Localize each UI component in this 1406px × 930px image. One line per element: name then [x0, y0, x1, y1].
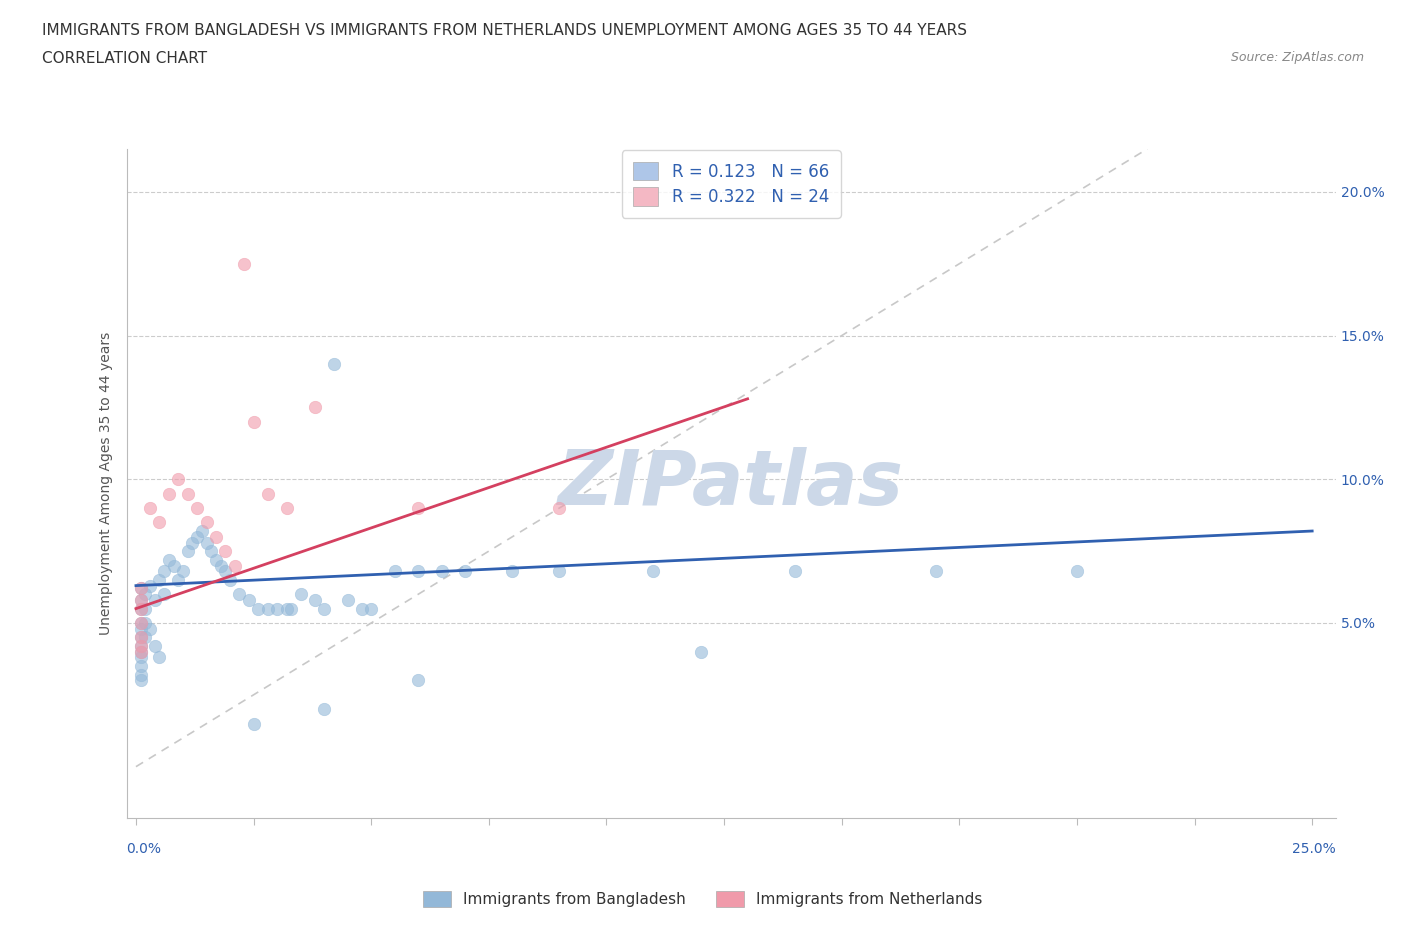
Point	[143, 639, 166, 654]
Point	[242, 716, 264, 731]
Text: Source: ZipAtlas.com: Source: ZipAtlas.com	[1230, 51, 1364, 64]
Point	[350, 601, 373, 616]
Point	[129, 616, 152, 631]
Point	[129, 601, 152, 616]
Point	[186, 500, 208, 515]
Point	[172, 564, 194, 578]
Point	[290, 587, 312, 602]
Point	[129, 630, 152, 644]
Point	[153, 587, 176, 602]
Point	[406, 500, 429, 515]
Point	[276, 500, 298, 515]
Point	[129, 639, 152, 654]
Point	[129, 592, 152, 607]
Point	[276, 601, 298, 616]
Point	[360, 601, 382, 616]
Point	[1066, 564, 1088, 578]
Point	[134, 630, 156, 644]
Point	[406, 673, 429, 688]
Point	[214, 544, 236, 559]
Point	[139, 578, 162, 593]
Point	[256, 601, 278, 616]
Text: ZIPatlas: ZIPatlas	[558, 446, 904, 521]
Point	[129, 616, 152, 631]
Point	[238, 592, 260, 607]
Point	[205, 529, 228, 544]
Point	[925, 564, 948, 578]
Point	[129, 667, 152, 682]
Point	[129, 650, 152, 665]
Point	[280, 601, 302, 616]
Point	[134, 616, 156, 631]
Text: 25.0%: 25.0%	[1292, 842, 1336, 856]
Text: IMMIGRANTS FROM BANGLADESH VS IMMIGRANTS FROM NETHERLANDS UNEMPLOYMENT AMONG AGE: IMMIGRANTS FROM BANGLADESH VS IMMIGRANTS…	[42, 23, 967, 38]
Point	[304, 400, 326, 415]
Legend: Immigrants from Bangladesh, Immigrants from Netherlands: Immigrants from Bangladesh, Immigrants f…	[418, 884, 988, 913]
Point	[191, 524, 214, 538]
Point	[143, 592, 166, 607]
Point	[139, 500, 162, 515]
Point	[129, 621, 152, 636]
Point	[148, 650, 170, 665]
Point	[129, 581, 152, 596]
Point	[129, 658, 152, 673]
Y-axis label: Unemployment Among Ages 35 to 44 years: Unemployment Among Ages 35 to 44 years	[100, 332, 114, 635]
Point	[177, 486, 200, 501]
Point	[501, 564, 523, 578]
Point	[256, 486, 278, 501]
Point	[162, 558, 184, 573]
Point	[186, 529, 208, 544]
Point	[153, 564, 176, 578]
Point	[167, 472, 190, 486]
Point	[454, 564, 477, 578]
Point	[129, 592, 152, 607]
Point	[148, 515, 170, 530]
Point	[139, 621, 162, 636]
Point	[548, 564, 571, 578]
Point	[129, 639, 152, 654]
Text: 0.0%: 0.0%	[127, 842, 162, 856]
Point	[322, 357, 344, 372]
Point	[430, 564, 453, 578]
Point	[266, 601, 288, 616]
Point	[195, 535, 218, 550]
Point	[129, 630, 152, 644]
Point	[219, 573, 242, 588]
Point	[783, 564, 806, 578]
Point	[177, 544, 200, 559]
Point	[157, 552, 180, 567]
Point	[548, 500, 571, 515]
Point	[129, 644, 152, 659]
Point	[157, 486, 180, 501]
Point	[214, 564, 236, 578]
Point	[195, 515, 218, 530]
Point	[689, 644, 711, 659]
Point	[384, 564, 406, 578]
Point	[134, 601, 156, 616]
Text: CORRELATION CHART: CORRELATION CHART	[42, 51, 207, 66]
Point	[148, 573, 170, 588]
Point	[129, 673, 152, 688]
Point	[304, 592, 326, 607]
Point	[247, 601, 270, 616]
Point	[242, 415, 264, 430]
Legend: R = 0.123   N = 66, R = 0.322   N = 24: R = 0.123 N = 66, R = 0.322 N = 24	[621, 151, 841, 218]
Point	[181, 535, 204, 550]
Point	[224, 558, 246, 573]
Point	[314, 702, 336, 717]
Point	[233, 257, 256, 272]
Point	[228, 587, 250, 602]
Point	[134, 587, 156, 602]
Point	[167, 573, 190, 588]
Point	[129, 581, 152, 596]
Point	[129, 644, 152, 659]
Point	[406, 564, 429, 578]
Point	[209, 558, 232, 573]
Point	[336, 592, 359, 607]
Point	[643, 564, 665, 578]
Point	[200, 544, 222, 559]
Point	[129, 601, 152, 616]
Point	[314, 601, 336, 616]
Point	[205, 552, 228, 567]
